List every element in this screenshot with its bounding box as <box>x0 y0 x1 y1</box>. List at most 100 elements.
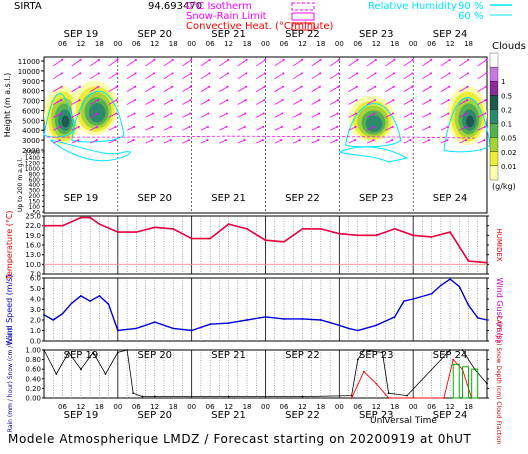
temperature-line-point <box>467 260 470 263</box>
wind-arrow <box>237 85 248 92</box>
wind-arrow <box>256 72 266 80</box>
wind-arrow-head <box>374 85 377 88</box>
wind-arrow-shaft <box>348 72 358 80</box>
wind-arrow-head <box>115 112 118 115</box>
day-label-top-1: SEP 20 <box>137 29 172 40</box>
wind-arrow <box>348 58 359 67</box>
wind-arrow-shaft <box>477 139 485 144</box>
wind-arrow <box>182 125 191 131</box>
wind-arrow <box>440 72 451 80</box>
temperature-line-point <box>264 239 267 242</box>
wind-arrow-shaft <box>293 126 301 131</box>
wind-arrow <box>163 112 173 118</box>
wind-arrow <box>71 139 80 144</box>
wind-arrow <box>348 139 357 144</box>
wind-arrow-shaft <box>311 86 321 92</box>
snow-depth-bar <box>461 366 469 399</box>
wind-arrow-head <box>153 58 156 61</box>
wind-arrow-shaft <box>53 59 63 67</box>
hour-label-top: 00 <box>409 40 418 48</box>
wind-arrow <box>274 99 284 105</box>
wind-arrow-head <box>60 99 63 102</box>
wind-arrow-head <box>466 72 469 75</box>
cloud-ytick-lower-label: 600 <box>29 177 41 184</box>
hour-label-bottom: 12 <box>446 403 455 411</box>
wind-arrow-shaft <box>477 126 486 131</box>
wind-arrow-shaft <box>385 99 394 105</box>
wind-arrow-shaft <box>89 59 100 67</box>
wind-arrow-shaft <box>459 86 468 92</box>
wind-arrow-shaft <box>237 99 246 105</box>
cloud-fraction-line-point <box>387 392 390 395</box>
hour-label-bottom: 06 <box>279 403 288 411</box>
wind-speed-line-point <box>301 318 304 320</box>
day-label-bottom-1: SEP 20 <box>137 410 172 421</box>
wind-arrow-head <box>170 99 173 102</box>
wind-arrow-head <box>98 58 101 61</box>
rain-line-point <box>375 382 378 385</box>
hour-label-bottom: 06 <box>58 403 67 411</box>
day-label-row3-5: SEP 24 <box>433 350 468 361</box>
wind-arrow <box>477 85 488 92</box>
wind-arrow-head <box>114 125 117 128</box>
wind-arrow <box>182 85 192 92</box>
day-label-bottom-5: SEP 24 <box>433 410 468 421</box>
wind-arrow-head <box>298 139 301 142</box>
wind-arrow <box>366 139 375 144</box>
wind-arrow <box>403 72 414 80</box>
wind-arrow-shaft <box>440 72 450 80</box>
wind-arrow <box>126 99 136 105</box>
wind-arrow-head <box>263 99 266 102</box>
wind-arrow-shaft <box>237 139 245 144</box>
wind-arrow-shaft <box>108 113 117 118</box>
wind-arrow <box>385 125 394 131</box>
wind-arrow-head <box>116 58 119 61</box>
wind-arrow-shaft <box>145 86 154 92</box>
wind-arrow <box>274 139 283 144</box>
wind-arrow <box>329 99 339 105</box>
wind-arrow-shaft <box>366 86 376 92</box>
temperature-line-point <box>283 240 285 243</box>
wind-arrow-head <box>409 125 412 128</box>
wind-arrow-shaft <box>219 59 229 67</box>
day-label-row2-5: SEP 24 <box>433 193 468 204</box>
hour-label-bottom: 12 <box>76 403 85 411</box>
hour-label-top: 12 <box>224 40 233 48</box>
wind-speed-line-point <box>403 300 405 302</box>
wind-arrow-shaft <box>385 126 393 131</box>
rh-label: Relative Humidity <box>368 1 457 12</box>
wind-arrow-head <box>245 58 248 61</box>
wind-arrow-head <box>300 99 303 102</box>
temperature-line-point <box>153 226 156 229</box>
wind-arrow-shaft <box>440 99 449 105</box>
wind-arrow-head <box>282 58 285 61</box>
cloud-scale-tick-4: 0.05 <box>501 135 517 143</box>
wind-arrow-shaft <box>366 59 377 67</box>
cloud-fraction-line-point <box>116 351 119 354</box>
wind-arrow-shaft <box>256 59 266 67</box>
wind-arrow-head <box>262 112 265 115</box>
wind-arrow <box>126 112 136 118</box>
cloud-ylabel: Height (m a.s.l.) <box>3 73 12 138</box>
wind-arrow-head <box>206 139 209 142</box>
wind-arrow-head <box>60 72 63 75</box>
wind-arrow-shaft <box>182 126 190 131</box>
temp-panel-ytick-label: 19.0 <box>25 232 41 240</box>
wind-arrow-head <box>243 139 246 142</box>
wind-arrow <box>182 99 192 105</box>
wind-arrow <box>108 99 118 105</box>
hour-label-bottom: 12 <box>372 403 381 411</box>
wind-arrow-shaft <box>108 59 118 67</box>
wind-arrow-shaft <box>108 72 118 80</box>
wind-arrow <box>53 139 61 144</box>
wind-arrow-head <box>114 139 117 142</box>
wind-arrow <box>385 99 395 105</box>
wind-arrow <box>348 72 359 80</box>
hour-label-top: 18 <box>464 40 473 48</box>
wind-arrow-shaft <box>366 99 376 105</box>
hour-label-top: 12 <box>150 40 159 48</box>
wind-arrow-head <box>430 58 433 61</box>
wind-arrow-shaft <box>274 59 284 67</box>
wind-arrow-shaft <box>348 126 356 131</box>
cloud-fraction-line-point <box>132 392 135 395</box>
